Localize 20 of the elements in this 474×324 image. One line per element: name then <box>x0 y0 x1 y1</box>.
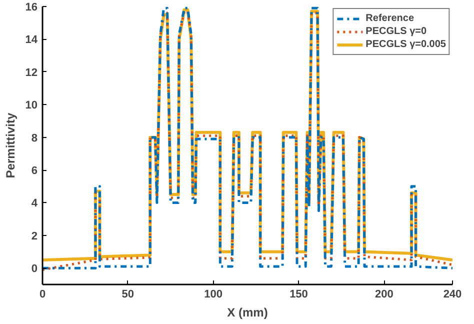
legend-label: Reference <box>366 12 414 25</box>
y-tick-label: 8 <box>31 132 38 144</box>
y-tick-label: 2 <box>31 230 38 242</box>
legend-label: PECGLS γ=0 <box>366 25 427 38</box>
y-tick-label: 4 <box>31 198 38 210</box>
y-tick-label: 6 <box>31 165 38 178</box>
y-tick-label: 12 <box>25 66 38 79</box>
x-tick-label: 240 <box>443 288 462 300</box>
x-tick-label: 150 <box>290 288 308 300</box>
x-tick-label: 100 <box>204 288 223 300</box>
y-tick-label: 10 <box>25 100 38 112</box>
x-axis-title: X (mm) <box>227 306 268 320</box>
y-axis-title: Permittivity <box>3 112 18 178</box>
y-tick-label: 14 <box>25 34 38 46</box>
x-tick-label: 200 <box>374 288 394 300</box>
x-tick-label: 50 <box>122 288 134 300</box>
y-tick-label: 0 <box>31 263 38 276</box>
legend-label: PECGLS γ=0.005 <box>366 38 446 51</box>
y-tick-label: 16 <box>25 2 38 14</box>
x-tick-label: 0 <box>39 288 46 300</box>
